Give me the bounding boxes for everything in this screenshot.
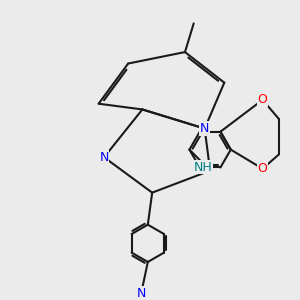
Text: O: O xyxy=(258,93,268,106)
Text: N: N xyxy=(99,151,109,164)
Text: O: O xyxy=(258,162,268,175)
Text: NH: NH xyxy=(193,161,212,174)
Text: N: N xyxy=(136,286,146,299)
Text: N: N xyxy=(200,122,209,135)
